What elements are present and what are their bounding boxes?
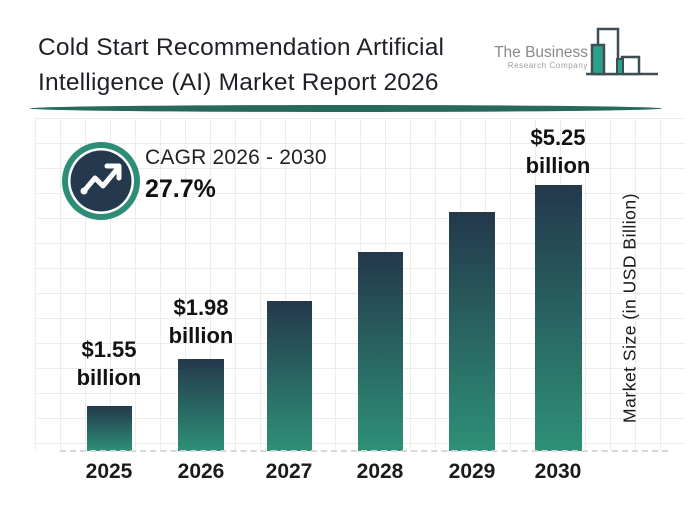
value-label-2025-unit: billion	[76, 365, 142, 390]
value-label-2025-amount: $1.55	[81, 337, 137, 362]
x-tick-2027: 2027	[265, 460, 313, 483]
value-label-2030-amount: $5.25	[530, 125, 586, 150]
x-tick-2026: 2026	[177, 460, 225, 483]
x-axis-baseline	[60, 450, 668, 452]
page-title: Cold Start Recommendation Artificial Int…	[38, 34, 445, 96]
value-label-2026: $1.98 billion	[139, 294, 263, 350]
bar-2030	[535, 185, 582, 451]
x-tick-2030: 2030	[534, 460, 582, 483]
bar-2029	[449, 212, 495, 451]
bar-2028	[358, 252, 403, 451]
x-tick-2029: 2029	[448, 460, 496, 483]
bar-2025	[87, 406, 132, 451]
x-tick-2025: 2025	[85, 460, 133, 483]
value-label-2030: $5.25 billion	[496, 124, 620, 180]
value-label-2026-amount: $1.98	[173, 295, 229, 320]
value-label-2025: $1.55 billion	[47, 336, 171, 392]
x-tick-2028: 2028	[356, 460, 404, 483]
logo-company-subname: Research Company	[507, 61, 588, 70]
header-divider	[30, 105, 662, 112]
company-logo: The Business Research Company	[470, 44, 588, 70]
bar-2027	[267, 301, 312, 451]
value-label-2030-unit: billion	[525, 153, 591, 178]
cagr-value: 27.7%	[145, 175, 216, 203]
trending-up-icon	[62, 142, 140, 220]
logo-bars-icon	[586, 27, 658, 76]
value-label-2026-unit: billion	[168, 323, 234, 348]
logo-company-name: The Business	[494, 44, 588, 61]
y-axis-label: Market Size (in USD Billion)	[619, 193, 640, 423]
cagr-period-label: CAGR 2026 - 2030	[145, 146, 327, 169]
bar-2026	[178, 359, 224, 451]
